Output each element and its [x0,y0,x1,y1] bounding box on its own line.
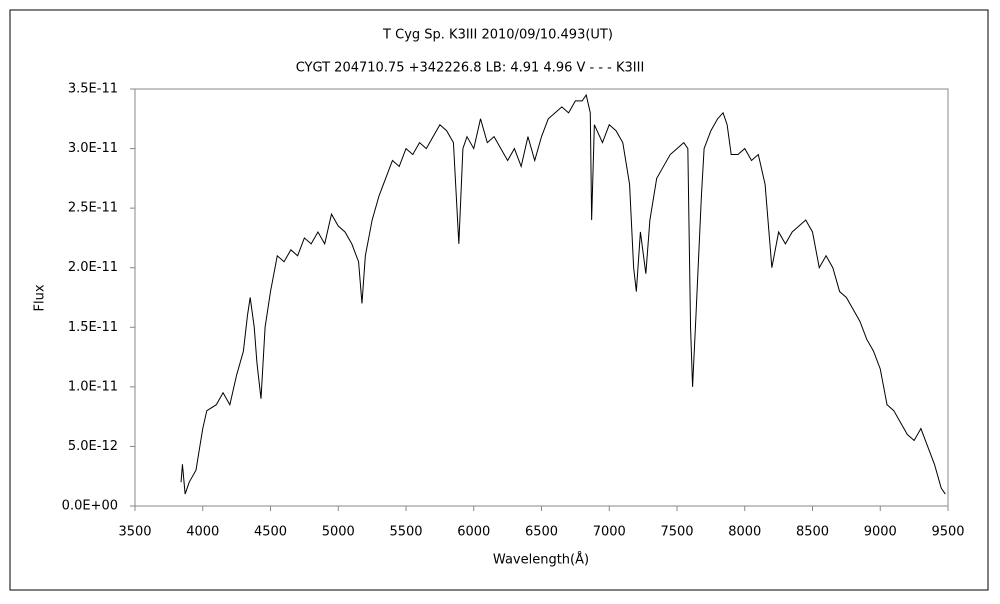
y-tick-label: 3.0E-11 [68,141,118,156]
x-tick-label: 3500 [118,525,151,540]
x-axis-label: Wavelength(Å) [493,552,589,568]
x-tick-label: 7000 [593,525,626,540]
x-tick-label: 9000 [864,525,897,540]
chart-title: T Cyg Sp. K3III 2010/09/10.493(UT) [382,28,613,43]
x-tick-label: 4500 [254,525,287,540]
x-tick-label: 4000 [186,525,219,540]
x-tick-label: 7500 [660,525,693,540]
x-tick-label: 6500 [525,525,558,540]
y-axis-label: Flux [33,284,48,311]
x-tick-label: 5000 [322,525,355,540]
x-tick-label: 8000 [728,525,761,540]
frame [9,9,989,591]
y-tick-label: 0.0E+00 [62,499,118,514]
y-tick-label: 1.5E-11 [68,320,118,335]
y-tick-label: 1.0E-11 [68,379,118,394]
x-tick-label: 5500 [389,525,422,540]
y-tick-label: 5.0E-12 [68,439,118,454]
spectrum-line [180,93,946,495]
y-tick-label: 2.0E-11 [68,260,118,275]
x-tick-label: 8500 [796,525,829,540]
plot-area [134,88,949,507]
x-tick-label: 6000 [457,525,490,540]
y-tick-label: 3.5E-11 [68,82,118,97]
y-tick-label: 2.5E-11 [68,201,118,216]
chart-subtitle: CYGT 204710.75 +342226.8 LB: 4.91 4.96 V… [296,61,645,76]
x-tick-label: 9500 [931,525,964,540]
